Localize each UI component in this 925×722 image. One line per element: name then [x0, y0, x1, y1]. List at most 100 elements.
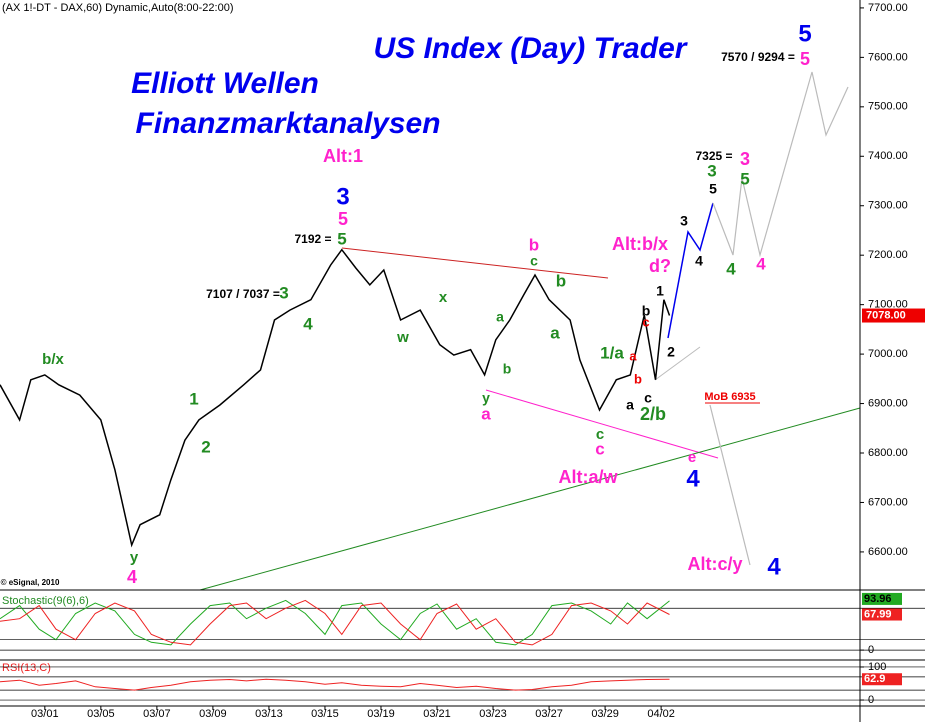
last-value-box [862, 592, 902, 605]
annotation: b/x [42, 351, 64, 368]
y-tick-label: 100 [868, 661, 886, 673]
annotation: b [529, 235, 539, 254]
trend-line [341, 247, 609, 279]
chart-title: (AX 1!-DT - DAX,60) Dynamic,Auto(8:00-22… [2, 2, 234, 14]
y-tick-label: 7200.00 [868, 249, 908, 261]
x-tick-label: 03/01 [31, 708, 59, 720]
trend-line [485, 389, 719, 459]
y-tick-label: 6800.00 [868, 447, 908, 459]
annotation: 1 [656, 283, 664, 299]
annotation: a [550, 323, 560, 342]
last-price-label: 7078.00 [866, 309, 906, 321]
annotation: 4 [726, 259, 736, 278]
annotation: 4 [767, 553, 781, 580]
projection [709, 404, 751, 566]
series-line [0, 248, 671, 548]
annotation: 4 [686, 465, 700, 492]
annotation: 7192 = [294, 232, 331, 246]
annotation: d? [649, 256, 671, 276]
annotation: c [530, 253, 538, 269]
last-value-label: 93.96 [864, 593, 892, 605]
annotation: 4 [127, 567, 137, 587]
y-tick-label: 7400.00 [868, 150, 908, 162]
panel-title: RSI(13,C) [2, 662, 51, 674]
annotation: 1/a [600, 343, 624, 362]
annotation: c [642, 314, 649, 329]
annotation: 5 [740, 169, 749, 188]
annotation: 5 [709, 181, 717, 197]
x-tick-label: 03/13 [255, 708, 283, 720]
annotation: c [644, 390, 652, 406]
y-tick-label: 7000.00 [868, 348, 908, 360]
annotation: Alt:c/y [687, 554, 742, 574]
panel-title: Stochastic(9(6),6) [2, 595, 89, 607]
y-tick-label: 6600.00 [868, 546, 908, 558]
series-line [0, 599, 670, 646]
annotation: 1 [189, 389, 198, 408]
annotation: 2 [201, 437, 210, 456]
y-tick-label: 7700.00 [868, 2, 908, 14]
annotation: 7107 / 7037 = [206, 287, 280, 301]
annotation: 5 [798, 20, 811, 47]
annotation: © eSignal, 2010 [1, 578, 60, 587]
annotation: 4 [756, 254, 766, 273]
annotation: 4 [695, 253, 703, 269]
y-tick-label: 7600.00 [868, 51, 908, 63]
annotation: Alt:a/w [558, 467, 618, 487]
annotation: US Index (Day) Trader [374, 32, 689, 65]
x-tick-label: 03/19 [367, 708, 395, 720]
annotation: 5 [337, 229, 346, 248]
annotation: Elliott Wellen [131, 67, 319, 100]
annotation: Alt:1 [323, 146, 363, 166]
last-value-label: 67.99 [864, 608, 892, 620]
y-tick-label: 6900.00 [868, 397, 908, 409]
last-value-box [862, 673, 902, 686]
last-value-label: 62.9 [864, 673, 885, 685]
annotation: Alt:b/x [612, 234, 668, 254]
annotation: b [503, 361, 512, 377]
annotation: w [396, 329, 409, 346]
annotation: 3 [707, 161, 716, 180]
annotation: y [482, 390, 490, 406]
y-tick-label: 0 [868, 644, 874, 656]
x-tick-label: 03/27 [535, 708, 563, 720]
x-tick-label: 04/02 [647, 708, 675, 720]
annotation: 2/b [640, 404, 666, 424]
y-tick-label: 7500.00 [868, 101, 908, 113]
series-line [0, 599, 670, 646]
annotation: a [496, 309, 504, 325]
annotation: a [626, 397, 634, 413]
x-tick-label: 03/07 [143, 708, 171, 720]
x-tick-label: 03/29 [591, 708, 619, 720]
projection [712, 71, 849, 258]
x-tick-label: 03/05 [87, 708, 115, 720]
y-tick-label: 6700.00 [868, 496, 908, 508]
x-tick-label: 03/09 [199, 708, 227, 720]
annotation: c [595, 439, 604, 458]
y-tick-label: 7100.00 [868, 299, 908, 311]
annotation: e [688, 449, 696, 466]
annotation: 7570 / 9294 = [721, 50, 795, 64]
x-tick-label: 03/21 [423, 708, 451, 720]
annotation: 3 [740, 149, 750, 169]
annotation: 5 [800, 49, 810, 69]
annotation: b [556, 271, 566, 290]
annotation: b [634, 371, 642, 386]
annotation: 3 [336, 183, 349, 210]
y-tick-label: 7300.00 [868, 200, 908, 212]
annotation: a [481, 404, 491, 423]
annotation: 3 [680, 213, 688, 229]
annotation: 7325 = [695, 149, 732, 163]
annotation: 3 [279, 283, 288, 302]
annotation: c [596, 426, 604, 443]
annotation: Finanzmarktanalysen [135, 107, 440, 140]
annotation: 4 [303, 314, 313, 333]
x-tick-label: 03/23 [479, 708, 507, 720]
annotation: x [439, 289, 448, 306]
annotation: 2 [667, 344, 675, 360]
series-line [0, 678, 670, 691]
y-tick-label: 0 [868, 694, 874, 706]
annotation: y [130, 549, 139, 566]
